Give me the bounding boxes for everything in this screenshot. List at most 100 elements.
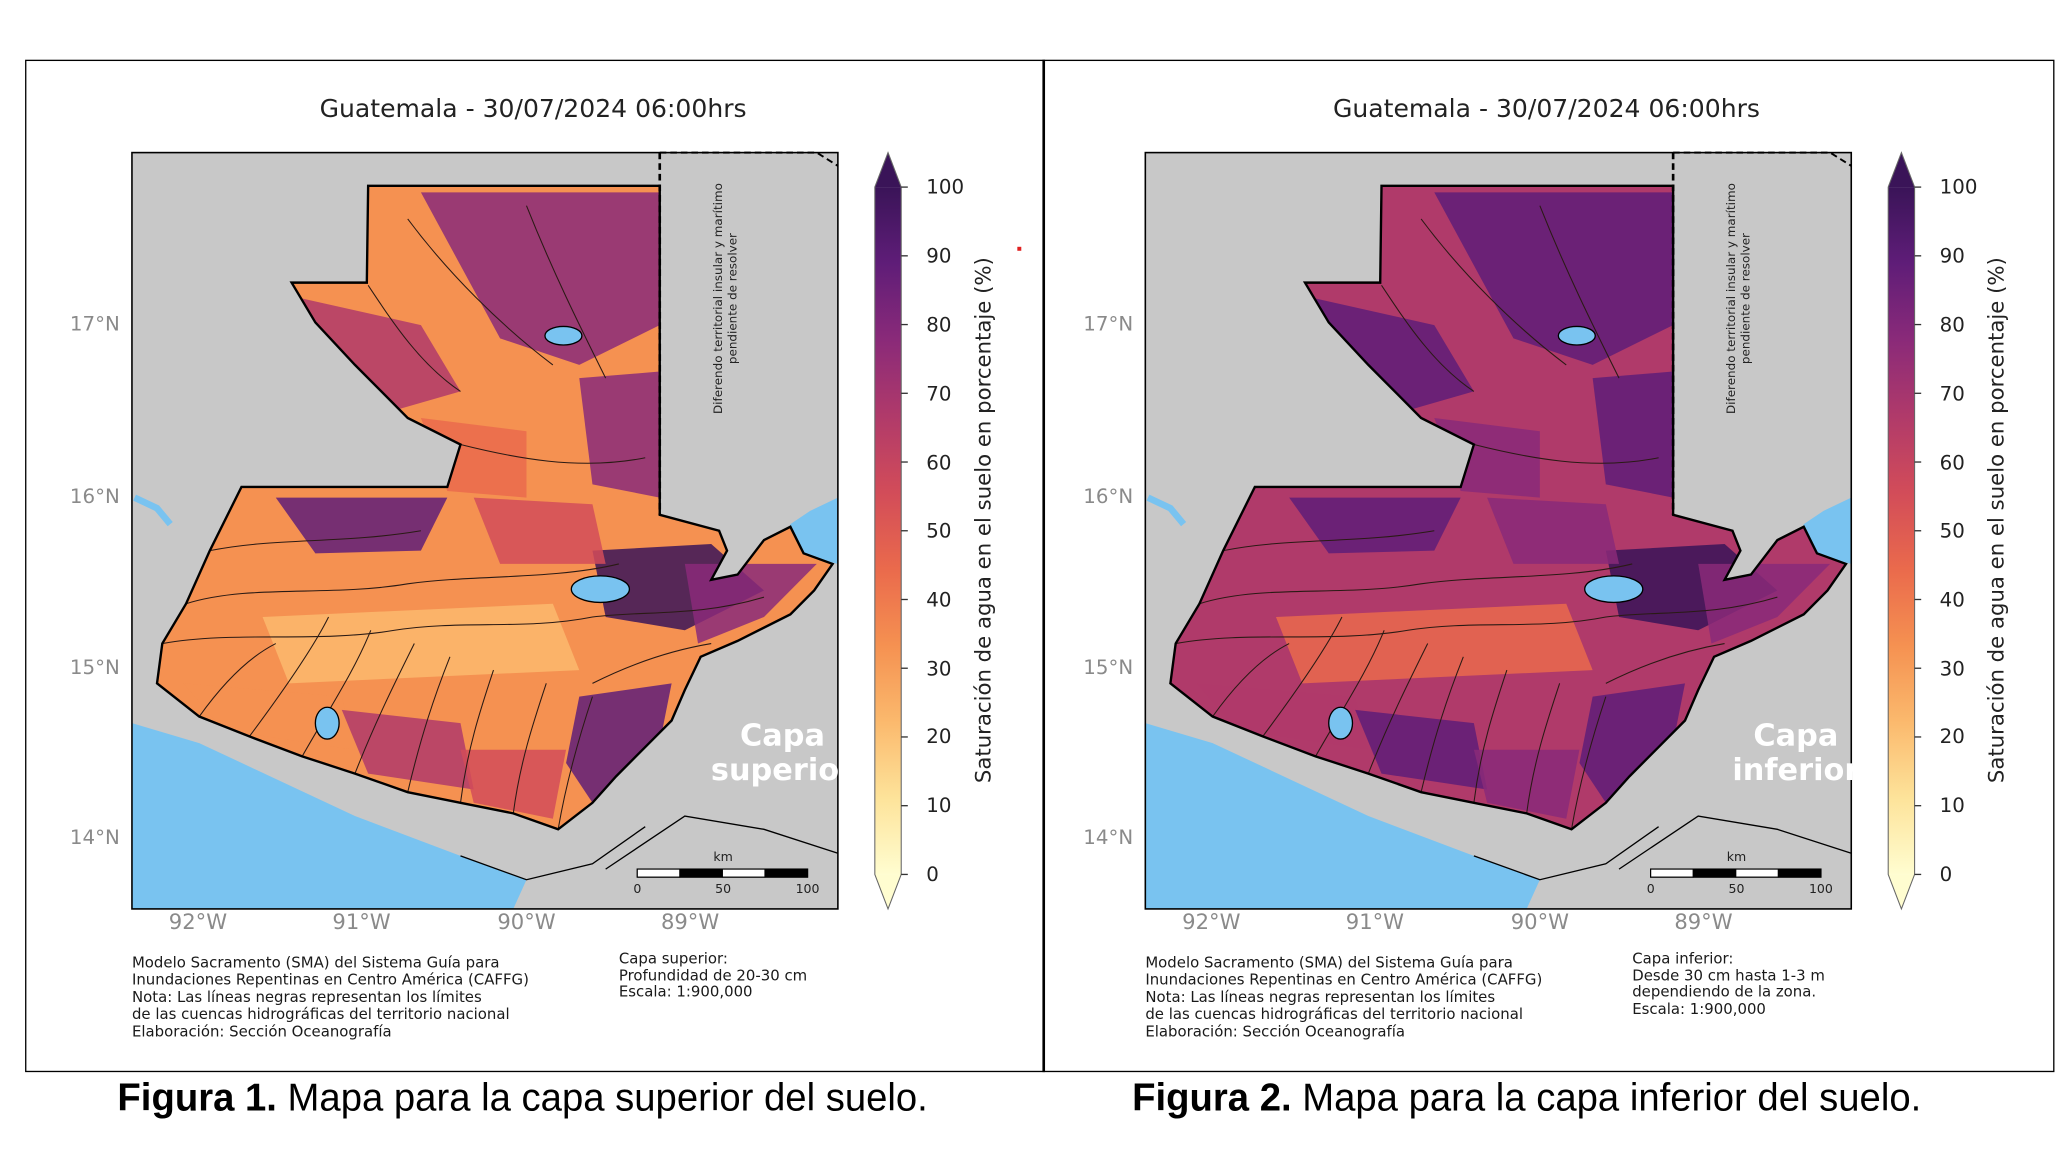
lon-label-90w: 90°W <box>497 908 556 935</box>
figure-border <box>25 59 2055 1073</box>
lake-izabal <box>570 575 631 604</box>
colorbar-tick: 10 <box>1939 793 1965 818</box>
scale-bar-segment <box>1777 868 1822 878</box>
figure-caption-1: Figura 1. Mapa para la capa superior del… <box>117 1077 927 1121</box>
basin-line <box>1381 284 1475 392</box>
caption-text: Mapa para la capa superior del suelo. <box>276 1077 928 1120</box>
basin-line <box>512 683 547 814</box>
saturation-patches <box>1196 192 1831 819</box>
soil-saturation-map <box>131 151 908 911</box>
scale-tick-100: 100 <box>795 882 820 897</box>
map-panel-superior: Guatemala - 30/07/2024 06:00hrs 17°N 16°… <box>25 60 1041 1072</box>
basin-line <box>209 530 422 552</box>
colorbar-tick: 20 <box>1939 724 1965 749</box>
map-frame <box>131 151 839 910</box>
lat-label-16n: 16°N <box>69 484 120 509</box>
basin-line <box>1473 443 1659 464</box>
colorbar-tick: 20 <box>926 724 952 749</box>
saturation-patch <box>420 192 660 365</box>
colorbar-tick: 70 <box>926 382 952 407</box>
layer-label-line: superior <box>710 753 855 789</box>
colorbar <box>874 187 902 875</box>
dispute-line: pendiente de resolver <box>727 233 741 365</box>
saturation-patch <box>460 749 567 819</box>
lon-label-92w: 92°W <box>168 908 228 935</box>
dispute-line: pendiente de resolver <box>1740 233 1754 365</box>
basin-line <box>1605 643 1725 684</box>
lat-label-17n: 17°N <box>1083 311 1134 336</box>
saturation-patch <box>1275 603 1593 684</box>
layer-label-line: inferior <box>1732 753 1860 789</box>
colorbar-tick: 80 <box>926 313 952 338</box>
honduras-border <box>1618 815 1852 870</box>
basin-line <box>1420 656 1464 793</box>
basin-line <box>525 205 607 379</box>
dispute-line: Diferendo territorial insular y marítimo <box>712 183 726 415</box>
scale-bar-segment <box>636 868 681 878</box>
lat-label-16n: 16°N <box>1083 484 1134 509</box>
colorbar-tick: 30 <box>1939 656 1965 681</box>
basin-line <box>459 669 494 803</box>
note-line: de las cuencas hidrográficas del territo… <box>1145 1005 1524 1024</box>
caribbean-sea <box>783 185 838 564</box>
lat-label-15n: 15°N <box>69 655 120 680</box>
colorbar-tick: 10 <box>926 793 952 818</box>
layer-label: Capa inferior <box>1732 719 1859 788</box>
lake-peten-itza <box>544 325 583 346</box>
note-line: Inundaciones Repentinas en Centro Améric… <box>1145 971 1543 989</box>
colorbar-tick: 40 <box>926 587 952 612</box>
lon-label-89w: 89°W <box>660 908 720 935</box>
basin-line <box>1315 630 1385 757</box>
colorbar-tick: 100 <box>1939 175 1978 200</box>
basin-line <box>1571 696 1607 830</box>
soil-saturation-map <box>1144 151 1922 911</box>
lon-label-90w: 90°W <box>1510 908 1570 935</box>
colorbar-tick: 50 <box>1939 518 1965 543</box>
meta-line: Desde 30 cm hasta 1-3 m <box>1632 966 1825 984</box>
caption-text: Mapa para la capa inferior del suelo. <box>1291 1077 1922 1120</box>
saturation-patch <box>1473 749 1580 819</box>
saturation-patch <box>1355 709 1488 790</box>
dispute-line: Diferendo territorial insular y marítimo <box>1725 183 1740 415</box>
saturation-patch <box>684 563 817 644</box>
pacific-ocean <box>1145 723 1540 909</box>
lat-label-14n: 14°N <box>69 825 120 850</box>
national-border <box>155 184 835 831</box>
layer-meta: Capa superior: Profundidad de 20-30 cm E… <box>619 951 807 1001</box>
basin-line <box>1420 218 1567 366</box>
meta-line: Capa superior: <box>618 950 728 968</box>
basin-line <box>1526 683 1561 814</box>
lake-peten-itza <box>1557 325 1596 346</box>
saturation-patch <box>566 683 672 803</box>
lake-izabal <box>1584 575 1644 604</box>
colorbar-tick: 70 <box>1939 382 1965 407</box>
caption-number: Figura 2. <box>1132 1077 1292 1120</box>
basin-line <box>354 643 415 774</box>
colorbar-tick: 50 <box>926 518 952 543</box>
scale-bar-segment <box>679 868 723 878</box>
meta-line: dependiendo de la zona. <box>1632 983 1817 1001</box>
basin-line <box>1199 563 1633 605</box>
river-mexico <box>133 494 173 527</box>
note-line: de las cuencas hidrográficas del territo… <box>131 1005 510 1024</box>
colorbar-max-arrow <box>1888 152 1915 188</box>
saturation-patch <box>1315 298 1474 418</box>
scale-bar-segment <box>1692 868 1737 878</box>
basin-line <box>1175 596 1778 645</box>
scale-tick-0: 0 <box>633 882 642 897</box>
saturation-patch <box>275 497 448 554</box>
national-border <box>1169 184 1848 831</box>
colorbar-tick: 40 <box>1939 587 1965 612</box>
note-line: Elaboración: Sección Oceanografía <box>1145 1023 1406 1041</box>
lake-atitlan <box>314 706 340 740</box>
basin-line <box>1539 205 1620 379</box>
lon-label-91w: 91°W <box>1345 908 1405 935</box>
basin-line <box>1212 643 1290 717</box>
scale-bar-segment <box>1735 868 1779 878</box>
basin-line <box>407 218 554 366</box>
map-title: Guatemala - 30/07/2024 06:00hrs <box>319 94 747 124</box>
layer-label: Capa superior <box>711 719 854 788</box>
scale-tick-0: 0 <box>1646 882 1655 897</box>
basin-line <box>162 596 765 645</box>
